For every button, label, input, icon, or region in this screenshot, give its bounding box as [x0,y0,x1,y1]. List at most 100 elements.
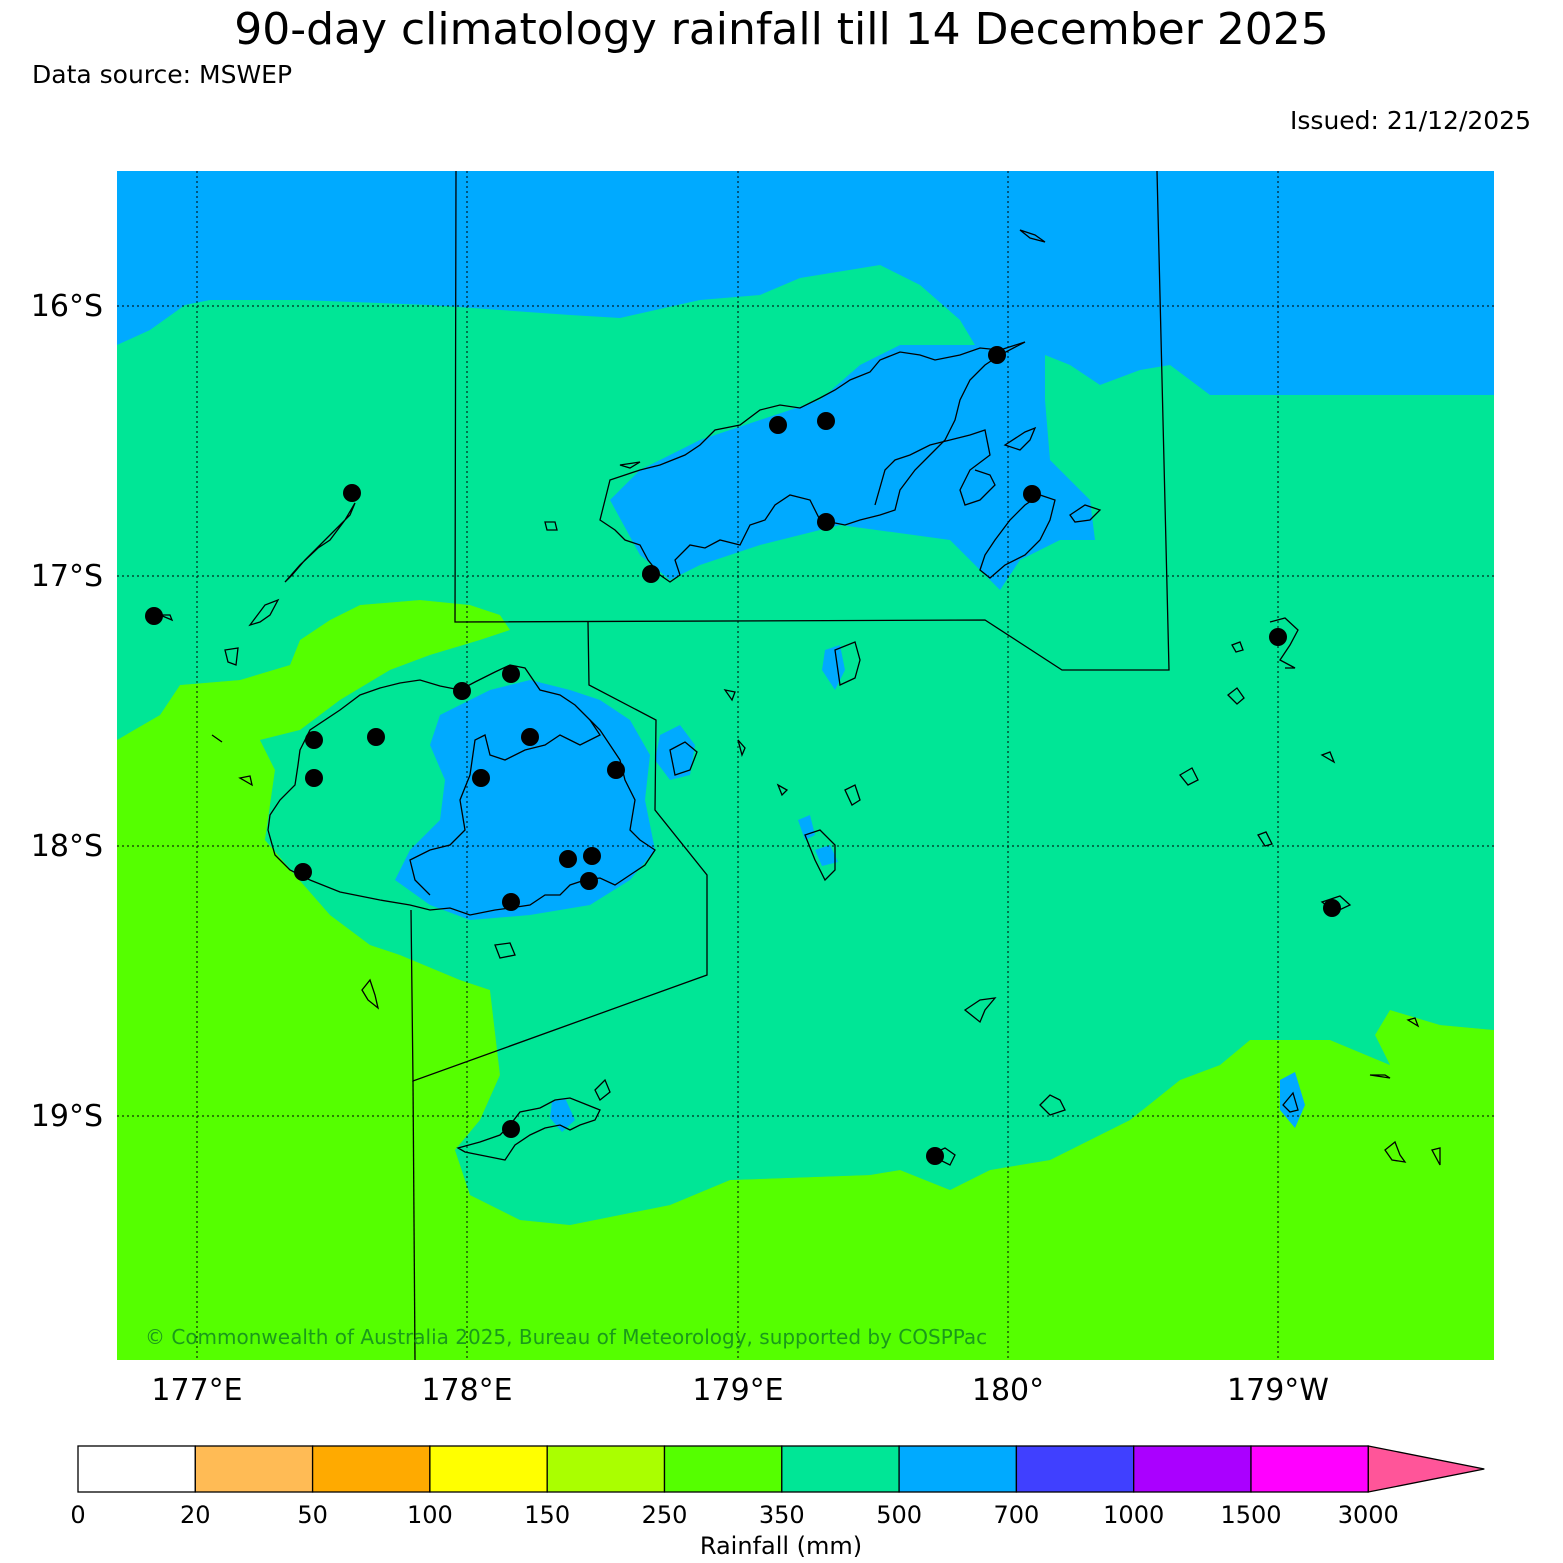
station [607,761,625,779]
station [367,728,385,746]
station [580,872,598,890]
rain-zone-500-700-islet4 [815,845,838,866]
longitude-labels: 177°E 178°E 179°E 180° 179°W [151,1373,1329,1408]
lon-tick: 179°W [1227,1373,1329,1408]
rain-zone-500-700-kadavu [550,1098,575,1132]
coast-koro [834,641,861,686]
coast-lau-10 [1369,1074,1441,1166]
station [521,728,539,746]
colorbar-segment [1250,1445,1369,1493]
colorbar-tick: 700 [993,1501,1039,1529]
colorbar-segment [898,1445,1018,1493]
station [642,565,660,583]
station [145,607,163,625]
copyright-notice: © Commonwealth of Australia 2025, Bureau… [145,1325,987,1349]
coast-islet-i [159,614,174,622]
colorbar-tick: 100 [407,1501,453,1529]
coast-kadavu [456,1097,601,1161]
station [305,769,323,787]
coast-totoya [963,997,997,1024]
map-panel: © Commonwealth of Australia 2025, Bureau… [117,171,1494,1360]
coast-islet-g [737,739,746,757]
rain-zone-250-350 [117,600,1494,1360]
station-markers [145,346,1341,1165]
colorbar-extend-arrow [1367,1445,1485,1493]
station [472,769,490,787]
station [817,513,835,531]
rain-zone-500-700-islet5 [1280,1072,1305,1128]
coast-ono [594,1078,611,1102]
colorbar-segment [194,1445,314,1493]
colorbar-segment [311,1445,431,1493]
map-title: 90-day climatology rainfall till 14 Dece… [234,4,1329,55]
coast-lau-5 [1320,751,1336,764]
colorbar-tick: 500 [876,1501,922,1529]
coast-gau [804,829,836,882]
graticule [117,171,1494,1360]
coast-viti-levu-inner2 [409,774,471,896]
station [769,416,787,434]
issued-date: Issued: 21/12/2025 [1290,106,1531,135]
station [502,1120,520,1138]
coast-lau-8 [1406,1017,1420,1028]
coast-lau-2 [1231,641,1244,653]
lon-tick: 180° [972,1373,1044,1408]
station [583,847,601,865]
rain-zone-350-500 [117,265,1494,1225]
colorbar-tick: 1000 [1103,1501,1164,1529]
division-boundaries [410,171,1170,1360]
station [1323,899,1341,917]
coast-lau-9 [1282,1091,1299,1113]
coast-taveuni [979,494,1056,579]
station [305,731,323,749]
lon-tick: 177°E [151,1373,242,1408]
coast-lau-1 [1269,617,1299,669]
station [559,850,577,868]
station [1023,485,1041,503]
coast-vanua-levu [599,341,1026,583]
station [926,1147,944,1165]
coast-mbengga [494,942,516,959]
station [343,484,361,502]
station [817,412,835,430]
lat-tick: 19°S [31,1099,103,1134]
coast-islet-h [776,783,789,797]
coast-islet-d [544,521,558,531]
station [294,863,312,881]
latitude-labels: 16°S 17°S 18°S 19°S [31,289,103,1134]
coast-nairai [844,784,861,806]
coastlines [159,229,1441,1166]
coast-islet-f [723,689,736,702]
coast-vatulele [361,978,380,1010]
coast-islet-a [1003,426,1037,451]
colorbar-segment [663,1445,783,1493]
colorbar: 0 20 50 100 150 250 350 500 700 1000 1500 3000 [70,1445,1485,1529]
coast-ovalau [669,741,698,776]
colorbar-tick: 50 [297,1501,328,1529]
colorbar-segment [1015,1445,1135,1493]
colorbar-tick: 250 [642,1501,688,1529]
colorbar-segment [781,1445,900,1493]
station [453,682,471,700]
lat-tick: 16°S [31,289,103,324]
colorbar-tick: 20 [180,1501,211,1529]
colorbar-segment [429,1445,548,1493]
station [988,346,1006,364]
coast-islet-c [1019,229,1046,243]
colorbar-tick: 3000 [1338,1501,1399,1529]
coast-moala [1039,1094,1066,1116]
lon-tick: 178°E [421,1373,512,1408]
coast-viti-levu-inner [469,719,601,776]
colorbar-segment [1133,1445,1252,1493]
station [502,665,520,683]
lat-tick: 18°S [31,829,103,864]
coast-lau-3 [1227,687,1245,705]
coast-islet-b [1069,504,1102,523]
colorbar-tick: 0 [70,1501,85,1529]
coast-mamanuca [211,647,253,787]
lat-tick: 17°S [31,559,103,594]
coast-yasawa [248,502,356,627]
station [502,893,520,911]
coast-lau-6 [1257,831,1273,847]
